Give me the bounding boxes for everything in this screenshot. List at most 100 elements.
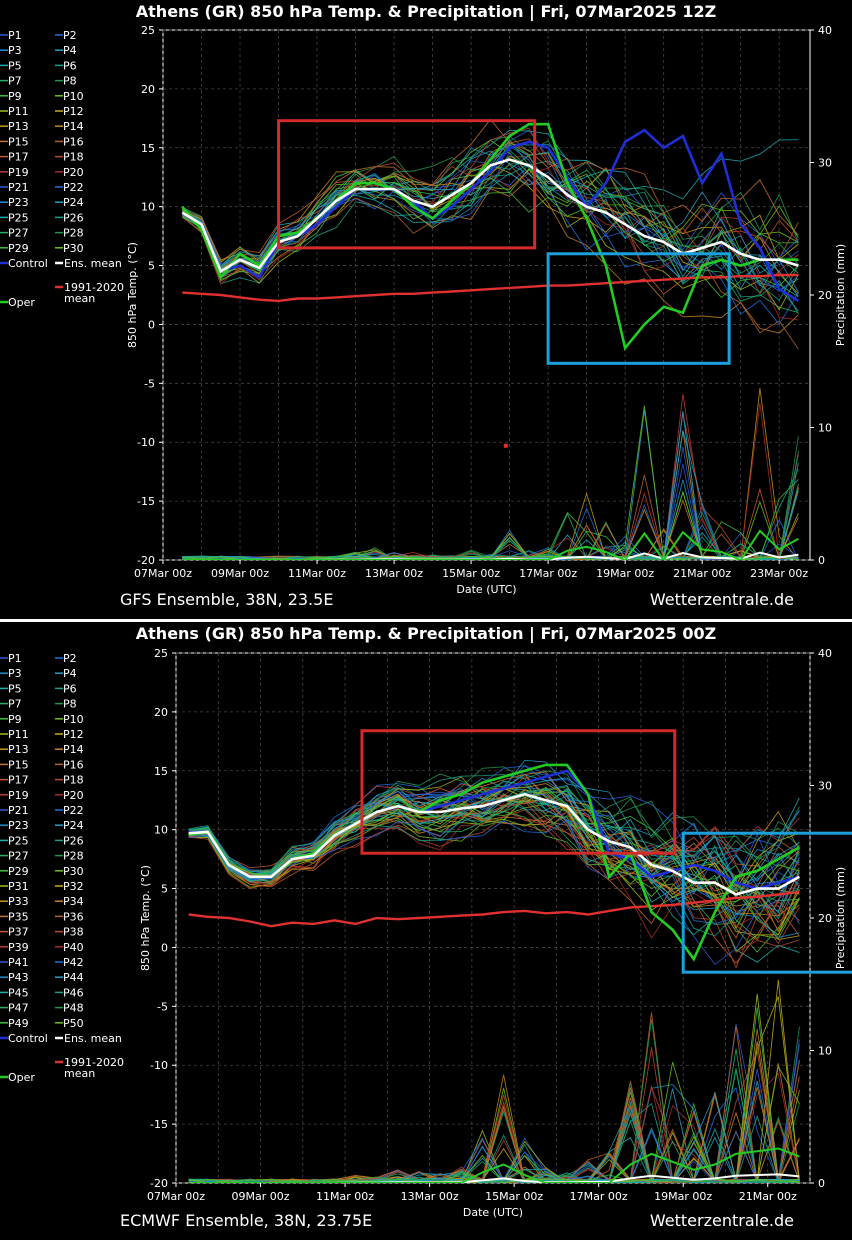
legend-item-climate-line2: mean	[64, 292, 95, 305]
y2-tick-label: 10	[818, 1045, 832, 1058]
climate-mean-line	[182, 273, 799, 303]
x-tick-label: 09Mar 00z	[211, 567, 269, 580]
legend-item-p10: P10	[63, 713, 84, 726]
x-tick-label: 13Mar 00z	[401, 1190, 459, 1203]
member-temp-line	[188, 809, 800, 969]
legend-item-p23: P23	[8, 819, 29, 832]
y-tick-label: -5	[144, 377, 155, 390]
ens-mean-line	[188, 792, 801, 896]
legend-item-p20: P20	[63, 166, 84, 179]
y-axis-label: 850 hPa Temp. (°C)	[126, 242, 139, 348]
legend-item-p46: P46	[63, 986, 84, 999]
source-caption: Wetterzentrale.de	[650, 590, 794, 609]
climate-mean-line	[188, 890, 800, 928]
plot-area	[181, 118, 800, 560]
model-caption: ECMWF Ensemble, 38N, 23.75E	[120, 1211, 372, 1230]
x-tick-label: 07Mar 00z	[147, 1190, 205, 1203]
legend-item-p2: P2	[63, 29, 77, 42]
legend-item-p22: P22	[63, 181, 84, 194]
legend-item-ens-mean: Ens. mean	[64, 1032, 122, 1045]
y-tick-label: 10	[141, 201, 155, 214]
x-axis-label: Date (UTC)	[456, 583, 516, 596]
legend-item-p8: P8	[63, 698, 77, 711]
legend-item-p37: P37	[8, 926, 29, 939]
legend-item-p1: P1	[8, 652, 22, 665]
panel-separator	[0, 619, 852, 622]
member-temp-line	[182, 178, 799, 334]
legend-item-p6: P6	[63, 682, 77, 695]
member-precip-line	[188, 1110, 800, 1183]
legend-item-p24: P24	[63, 196, 84, 209]
legend-item-p25: P25	[8, 211, 29, 224]
legend-item-p21: P21	[8, 181, 29, 194]
y2-tick-label: 10	[818, 422, 832, 435]
x-tick-label: 09Mar 00z	[232, 1190, 290, 1203]
legend-item-climate-line2: mean	[64, 1067, 95, 1080]
legend-item-p44: P44	[63, 971, 84, 984]
legend-item-p49: P49	[8, 1017, 29, 1030]
y2-axis-label: Precipitation (mm)	[834, 244, 847, 346]
plot-frame	[162, 29, 811, 561]
blue-annotation-box	[546, 252, 731, 365]
legend-item-p24: P24	[63, 819, 84, 832]
red-annotation-box	[360, 729, 677, 855]
x-tick-label: 11Mar 00z	[288, 567, 346, 580]
legend-item-oper: Oper	[8, 1071, 35, 1084]
y2-tick-label: 40	[818, 647, 832, 660]
ecmwf-chart: Athens (GR) 850 hPa Temp. & Precipitatio…	[0, 624, 852, 1230]
legend-item-p16: P16	[63, 135, 84, 148]
legend-item-p29: P29	[8, 865, 29, 878]
legend-item-p28: P28	[63, 227, 84, 240]
y-tick-label: -20	[137, 554, 155, 567]
y-tick-label: 20	[141, 83, 155, 96]
marker-point	[503, 443, 508, 448]
legend-item-p32: P32	[63, 880, 84, 893]
x-axis-label: Date (UTC)	[463, 1206, 523, 1219]
legend-item-p38: P38	[63, 926, 84, 939]
member-temp-line	[182, 150, 799, 297]
y-axis-label: 850 hPa Temp. (°C)	[139, 865, 152, 971]
y-tick-label: 20	[154, 706, 168, 719]
x-tick-label: 21Mar 00z	[739, 1190, 797, 1203]
legend-item-ens-mean: Ens. mean	[64, 257, 122, 270]
legend-item-p18: P18	[63, 774, 84, 787]
legend-item-oper: Oper	[8, 296, 35, 309]
y-tick-label: 5	[161, 883, 168, 896]
y2-tick-label: 0	[818, 1177, 825, 1190]
member-temp-line	[182, 163, 799, 301]
legend-item-p8: P8	[63, 75, 77, 88]
legend-item-p3: P3	[8, 44, 22, 57]
member-temp-line	[182, 129, 799, 271]
x-tick-label: 07Mar 00z	[134, 567, 192, 580]
member-temp-line	[188, 793, 800, 965]
chart-title: Athens (GR) 850 hPa Temp. & Precipitatio…	[136, 2, 716, 22]
gfs-chart: Athens (GR) 850 hPa Temp. & Precipitatio…	[0, 2, 847, 609]
x-tick-label: 17Mar 00z	[570, 1190, 628, 1203]
y2-tick-label: 40	[818, 24, 832, 37]
y-tick-label: -15	[150, 1118, 168, 1131]
legend-item-climate: 1991-2020	[64, 1056, 124, 1069]
legend-item-p19: P19	[8, 166, 29, 179]
y-tick-label: 0	[161, 941, 168, 954]
y2-tick-label: 0	[818, 554, 825, 567]
legend-item-p15: P15	[8, 135, 29, 148]
y-tick-label: 10	[154, 824, 168, 837]
legend-item-p1: P1	[8, 29, 22, 42]
legend-item-p11: P11	[8, 728, 29, 741]
x-tick-label: 23Mar 00z	[750, 567, 808, 580]
x-tick-label: 19Mar 00z	[654, 1190, 712, 1203]
legend-item-p14: P14	[63, 120, 84, 133]
y2-tick-label: 30	[818, 780, 832, 793]
member-temp-line	[188, 787, 800, 904]
legend-item-p27: P27	[8, 850, 29, 863]
legend-item-p19: P19	[8, 789, 29, 802]
legend-item-p5: P5	[8, 682, 22, 695]
legend-item-p20: P20	[63, 789, 84, 802]
member-precip-line	[188, 1170, 800, 1183]
member-temp-line	[182, 171, 799, 293]
x-tick-label: 11Mar 00z	[316, 1190, 374, 1203]
y2-tick-label: 20	[818, 289, 832, 302]
legend-item-p7: P7	[8, 75, 22, 88]
legend-item-p14: P14	[63, 743, 84, 756]
source-caption: Wetterzentrale.de	[650, 1211, 794, 1230]
